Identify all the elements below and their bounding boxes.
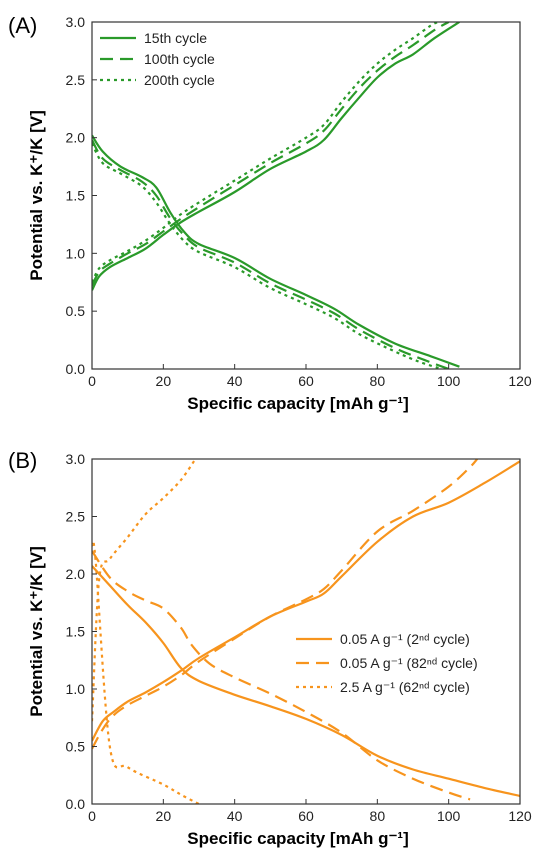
legend-label-3: 2.5 A g⁻¹ (62ⁿᵈ cycle): [340, 679, 470, 695]
y-tick-label: 0.0: [66, 796, 86, 812]
x-tick-label: 20: [156, 808, 172, 824]
x-axis-title: Specific capacity [mAh g⁻¹]: [187, 829, 409, 848]
x-tick-label: 40: [227, 373, 243, 389]
x-tick-label: 20: [156, 373, 172, 389]
series-1-charge-curve: [92, 22, 460, 291]
series-2-discharge-curve: [92, 550, 471, 801]
x-tick-label: 100: [437, 808, 461, 824]
y-tick-label: 2.5: [66, 72, 86, 88]
y-tick-label: 2.5: [66, 509, 86, 525]
series-2-discharge-curve: [92, 139, 450, 369]
series-3-discharge-curve: [92, 539, 200, 804]
y-tick-label: 1.0: [66, 245, 86, 261]
series-1-discharge-curve: [92, 565, 520, 798]
legend-label-1: 15th cycle: [144, 30, 207, 46]
series-2-charge-curve: [92, 459, 479, 750]
series-1-discharge-curve: [92, 134, 460, 368]
x-tick-label: 0: [88, 373, 96, 389]
legend: 15th cycle 100th cycle 200th cycle: [100, 30, 215, 88]
y-tick-label: 3.0: [66, 451, 86, 467]
series-2-charge-curve: [92, 22, 450, 287]
x-tick-label: 60: [298, 808, 314, 824]
panel-label: (A): [8, 13, 37, 38]
y-tick-label: 2.0: [66, 130, 86, 146]
y-axis-title: Potential vs. K⁺/K [V]: [27, 546, 46, 717]
y-tick-label: 0.5: [66, 303, 86, 319]
x-tick-label: 120: [508, 373, 532, 389]
x-tick-label: 60: [298, 373, 314, 389]
x-tick-label: 0: [88, 808, 96, 824]
x-axis-title: Specific capacity [mAh g⁻¹]: [187, 394, 409, 413]
x-tick-label: 80: [370, 373, 386, 389]
data-curves: [92, 22, 460, 369]
y-tick-label: 0.5: [66, 739, 86, 755]
y-tick-label: 0.0: [66, 361, 86, 377]
y-tick-label: 1.0: [66, 681, 86, 697]
x-tick-label: 80: [370, 808, 386, 824]
legend-label-1: 0.05 A g⁻¹ (2ⁿᵈ cycle): [340, 631, 470, 647]
legend-label-3: 200th cycle: [144, 72, 215, 88]
series-3-charge-curve: [92, 22, 439, 283]
data-curves: [92, 459, 520, 804]
y-axis-title: Potential vs. K⁺/K [V]: [27, 110, 46, 281]
legend-label-2: 0.05 A g⁻¹ (82ⁿᵈ cycle): [340, 655, 478, 671]
y-tick-label: 2.0: [66, 566, 86, 582]
x-tick-label: 40: [227, 808, 243, 824]
y-tick-label: 1.5: [66, 188, 86, 204]
x-tick-label: 120: [508, 808, 532, 824]
panel-label: (B): [8, 448, 37, 473]
series-3-charge-curve: [92, 459, 197, 722]
panel-b: (B) 0 20 40 60 80 100 120 0.0 0.5 1.0 1.5 2.0 2.5 3.0…: [8, 448, 532, 848]
legend: 0.05 A g⁻¹ (2ⁿᵈ cycle) 0.05 A g⁻¹ (82ⁿᵈ c…: [296, 631, 478, 695]
panel-a: (A) 0 20 40 60 80 100 120 0.0 0.5 1.0 1.5 2.0 2.5 3.0…: [8, 13, 532, 413]
x-tick-label: 100: [437, 373, 461, 389]
y-tick-label: 3.0: [66, 14, 86, 30]
y-tick-label: 1.5: [66, 624, 86, 640]
legend-label-2: 100th cycle: [144, 51, 215, 67]
